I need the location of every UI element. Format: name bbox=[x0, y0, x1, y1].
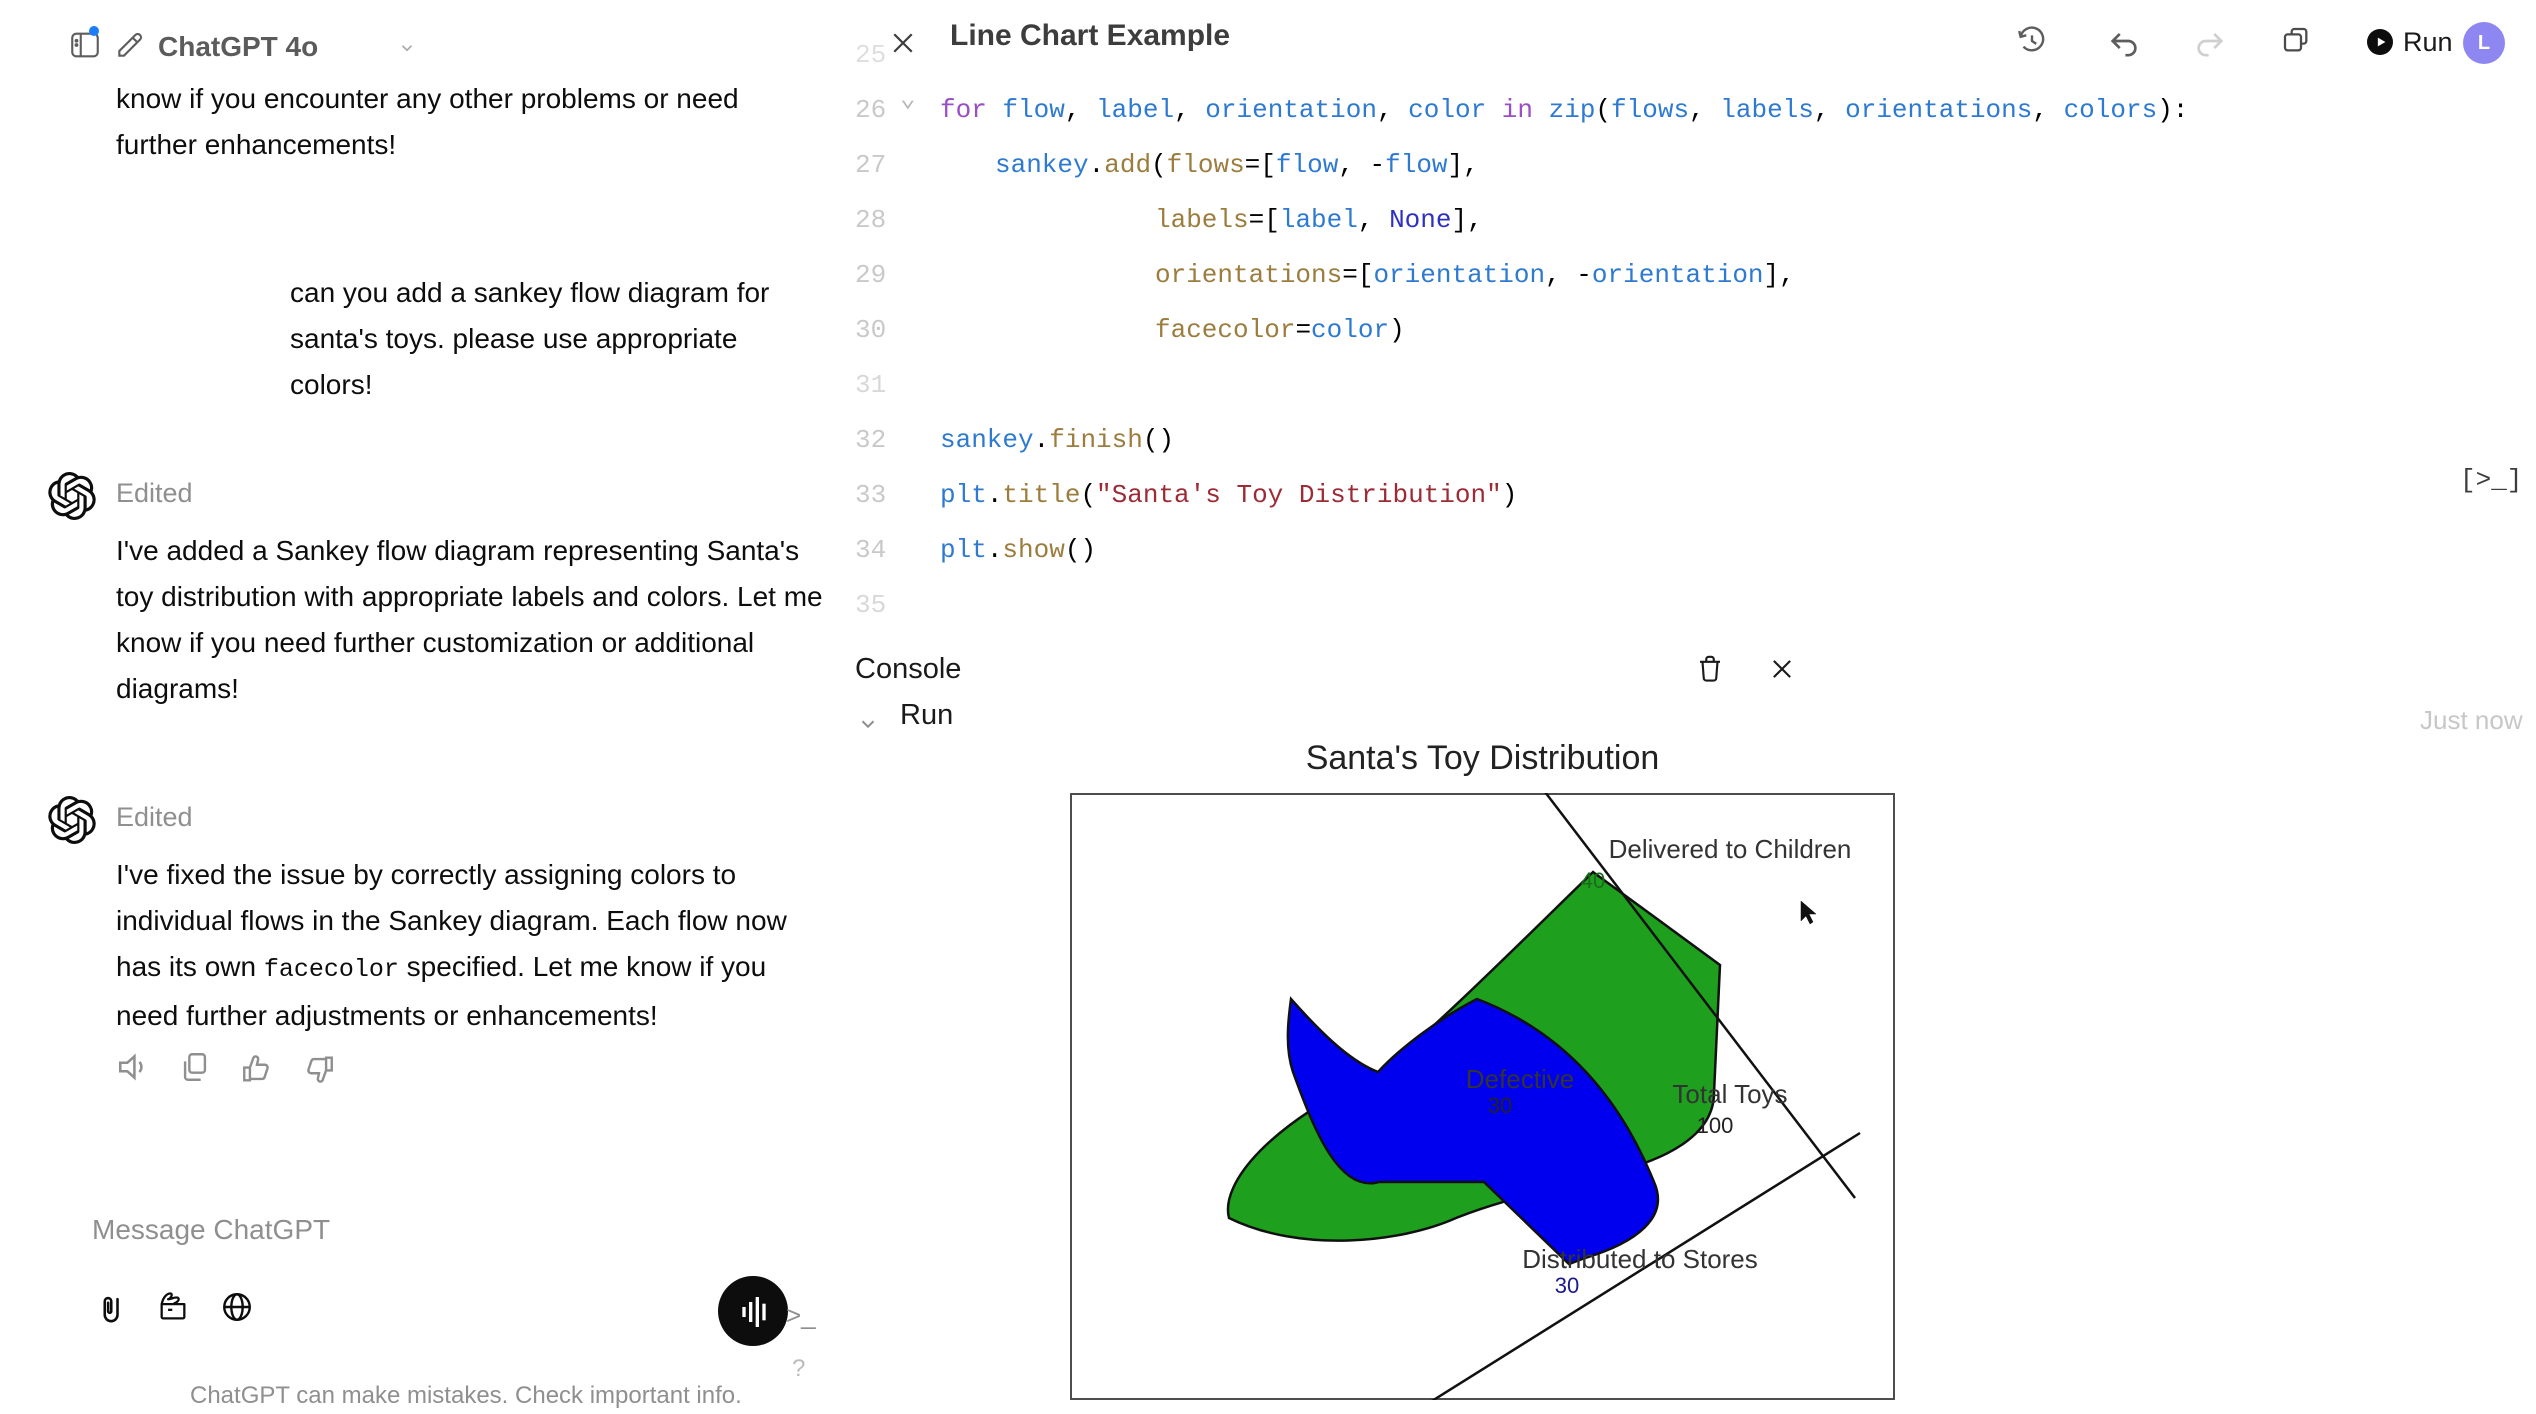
svg-text:40: 40 bbox=[1581, 868, 1605, 893]
svg-text:Defective: Defective bbox=[1466, 1064, 1574, 1094]
svg-text:Delivered to Children: Delivered to Children bbox=[1609, 834, 1852, 864]
svg-text:100: 100 bbox=[1697, 1113, 1734, 1138]
svg-text:Distributed to Stores: Distributed to Stores bbox=[1522, 1244, 1758, 1274]
svg-text:30: 30 bbox=[1488, 1093, 1512, 1118]
svg-text:30: 30 bbox=[1555, 1273, 1579, 1298]
svg-text:Total Toys: Total Toys bbox=[1672, 1079, 1787, 1109]
